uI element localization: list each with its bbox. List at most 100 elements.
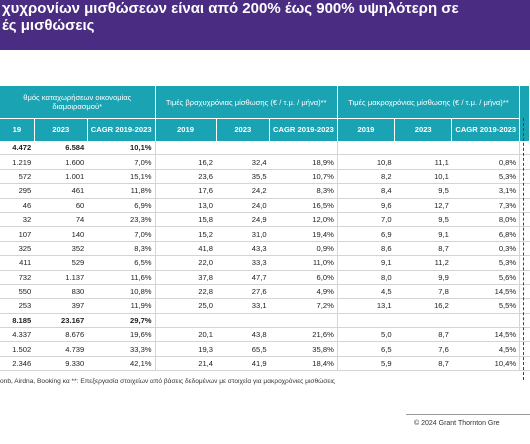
cell: 9,5 [394,183,452,199]
cell: 41,8 [154,241,216,257]
cell: 12,7 [394,198,452,213]
cell [519,241,530,257]
cell: 18,9% [269,154,338,170]
cell: 13,0 [154,198,216,213]
cell: 22,0 [154,255,216,271]
cell [451,141,520,156]
cell: 1.219 [0,154,35,170]
cell: 325 [0,241,35,257]
cell: 19,6% [87,327,156,343]
cell: 461 [34,183,88,199]
cell: 42,1% [87,356,156,372]
table-row: 107 140 7,0% 15,2 31,0 19,4% 6,9 9,1 6,8% [0,226,530,242]
title-line: χυχρονίων μισθώσεων είναι από 200% έως 9… [2,0,459,17]
column-header: 19 [0,118,35,141]
cell: 4,5 [336,284,395,300]
cell: 1.137 [34,270,88,285]
cell: 27,6 [216,284,270,300]
cell: 6,0% [269,270,338,285]
cell: 24,2 [216,183,270,199]
cell: 5,9 [336,356,395,372]
cell [394,141,452,156]
cell: 32,4 [216,154,270,170]
cell: 8,7 [394,327,452,343]
cell [519,327,530,343]
footnote: onb, Airdna, Booking κα **: Επεξεργασία … [0,378,335,385]
table-row: 732 1.137 11,6% 37,8 47,7 6,0% 8,0 9,9 5,6% [0,270,530,285]
cell [519,169,530,185]
cell: 18,4% [269,356,338,372]
cell: 8,7 [394,241,452,257]
column-header: 2019 [337,118,396,141]
cell [394,313,452,329]
cell: 572 [0,169,35,185]
cell: 16,5% [269,198,338,213]
cell: 295 [0,183,35,199]
cell: 8.185 [0,313,35,329]
cell [519,341,530,357]
cell: 529 [34,255,88,271]
cell [519,154,530,170]
cell: 7,3% [451,198,520,213]
cell [451,313,520,329]
cell: 41,9 [216,356,270,372]
cell: 24,0 [216,198,270,213]
cell: 33,3% [87,341,156,357]
data-table: θμός καταχωρήσεων οικονομίας διαμοιρασμο… [0,86,530,372]
cell [519,183,530,199]
cell: 6,5% [87,255,156,271]
cell: 10,8% [87,284,156,300]
cell [519,270,530,285]
table-row: 572 1.001 15,1% 23,6 35,5 10,7% 8,2 10,1 5,3% [0,169,530,185]
cell: 35,8% [269,341,338,357]
cell: 10,1% [87,141,156,156]
cell: 9,1 [336,255,395,271]
cell: 10,7% [269,169,338,185]
cell: 1.502 [0,341,35,357]
cell: 21,6% [269,327,338,343]
cell: 9,1 [394,226,452,242]
cell: 35,5 [216,169,270,185]
cell: 16,2 [154,154,216,170]
cell: 9,5 [394,212,452,228]
cell: 22,8 [154,284,216,300]
cell: 0,9% [269,241,338,257]
cell: 7,6 [394,341,452,357]
table-row: 325 352 8,3% 41,8 43,3 0,9% 8,6 8,7 0,3% [0,241,530,257]
table-row: 4.472 6.584 10,1% [0,141,530,156]
cell: 19,3 [154,341,216,357]
table-row: 295 461 11,8% 17,6 24,2 8,3% 8,4 9,5 3,1% [0,183,530,199]
cell: 550 [0,284,35,300]
group-header: Τιμές μακροχρόνιας μίσθωσης (€ / τ.μ. / … [337,86,521,119]
cell [519,255,530,271]
cell: 9,9 [394,270,452,285]
cell: 0,8% [451,154,520,170]
cell: 23.167 [34,313,88,329]
table-row: 46 60 6,9% 13,0 24,0 16,5% 9,6 12,7 7,3% [0,198,530,213]
cell: 4.337 [0,327,35,343]
cell: 6.584 [34,141,88,156]
cell: 7,8 [394,284,452,300]
cell: 8,7 [394,356,452,372]
cell: 14,5% [451,327,520,343]
cell: 8,0% [451,212,520,228]
cell [269,313,338,329]
cell: 47,7 [216,270,270,285]
cell: 8,6 [336,241,395,257]
cell [519,141,530,156]
table-row: 550 830 10,8% 22,8 27,6 4,9% 4,5 7,8 14,5% [0,284,530,300]
cell [519,313,530,329]
cell: 15,2 [154,226,216,242]
cell: 14,5% [451,284,520,300]
cell: 2.346 [0,356,35,372]
column-header: CAGR 2019-2023 [451,118,521,141]
group-header [519,86,530,141]
table-row: 32 74 23,3% 15,8 24,9 12,0% 7,0 9,5 8,0% [0,212,530,228]
cell: 6,9% [87,198,156,213]
cell: 13,1 [336,298,395,314]
cell: 8.676 [34,327,88,343]
cell [519,356,530,372]
cell: 9,6 [336,198,395,213]
cell [216,313,270,329]
table-row: 8.185 23.167 29,7% [0,313,530,329]
